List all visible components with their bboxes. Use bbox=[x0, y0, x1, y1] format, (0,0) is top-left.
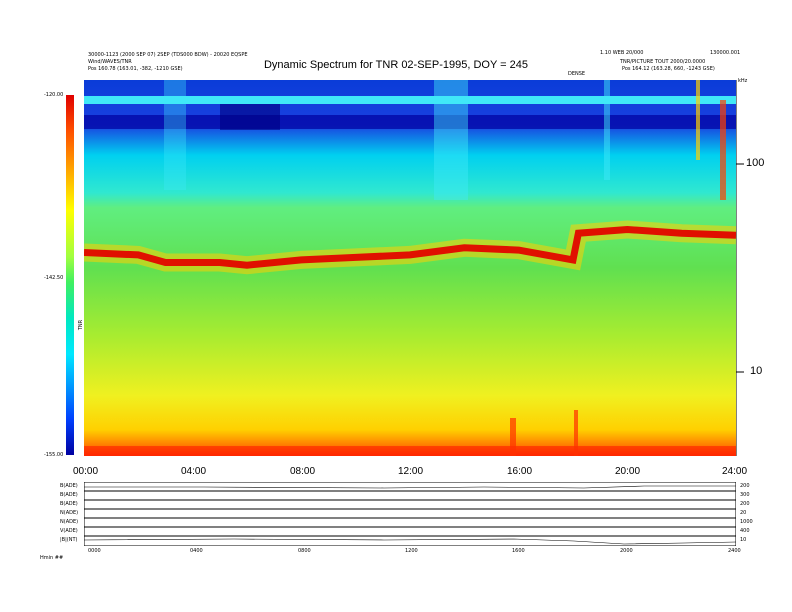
panel-value: 200 bbox=[740, 483, 750, 489]
header-right-line2: TNR/PICTURE TOUT 2000/20.0000 bbox=[620, 59, 706, 65]
colorbar bbox=[66, 95, 74, 455]
x-tick-label: 12:00 bbox=[398, 466, 424, 477]
panel-value: 300 bbox=[740, 492, 750, 498]
parameter-panels bbox=[84, 482, 736, 546]
cyan-band bbox=[84, 96, 736, 104]
panel-value: 20 bbox=[740, 510, 747, 516]
x-tick-label: 00:00 bbox=[73, 466, 99, 477]
panel-label: N(ADE) bbox=[60, 519, 79, 525]
header-right-line1: 1.10 WEB 20/000 bbox=[600, 50, 644, 56]
header-small-mark: DENSE bbox=[568, 71, 586, 77]
y-axis-ticks bbox=[736, 80, 744, 456]
panel-label: B(ADE) bbox=[60, 501, 78, 507]
panel-label: B(ADE) bbox=[60, 492, 78, 498]
colorbar-tick: -155.00 bbox=[44, 452, 64, 458]
panel-label: B(ADE) bbox=[60, 483, 78, 489]
panel-x-tick: 0400 bbox=[190, 548, 203, 554]
emission-streak bbox=[434, 80, 468, 200]
emission-streak bbox=[696, 80, 700, 160]
bottom-red-band bbox=[84, 446, 736, 456]
x-tick-label: 16:00 bbox=[507, 466, 533, 477]
header-left-line3: Pos 160.78 (163.01, -382, -1210 GSE) bbox=[88, 66, 183, 72]
x-tick-label: 04:00 bbox=[181, 466, 207, 477]
emission-streak bbox=[164, 80, 186, 190]
panel-x-tick: 2000 bbox=[620, 548, 633, 554]
corner-unit-label: kHz bbox=[738, 78, 748, 84]
panel-value: 400 bbox=[740, 528, 750, 534]
y-tick-label: 10 bbox=[750, 365, 763, 377]
header-left-line1: 30000-1123 (2000 SEP 07) 2SEP (TDS000 BD… bbox=[88, 52, 248, 58]
bottom-emission bbox=[510, 418, 516, 456]
x-tick-label: 20:00 bbox=[615, 466, 641, 477]
panel-label: N(ADE) bbox=[60, 510, 79, 516]
panel-value: 10 bbox=[740, 537, 747, 543]
panel-value: 1000 bbox=[740, 519, 753, 525]
plasma-line bbox=[84, 225, 736, 269]
emission-streak bbox=[720, 100, 726, 200]
dark-patch bbox=[220, 104, 280, 130]
x-tick-label: 08:00 bbox=[290, 466, 316, 477]
panel-label: V(ADE) bbox=[60, 528, 78, 534]
panel-x-tick: 1200 bbox=[405, 548, 418, 554]
x-tick-label: 24:00 bbox=[722, 466, 748, 477]
panel-x-tick: 2400 bbox=[728, 548, 741, 554]
panel-x-tick: 0800 bbox=[298, 548, 311, 554]
header-right-corner: 130000.001 bbox=[710, 50, 741, 56]
emission-streak bbox=[604, 80, 610, 180]
header-right-line3: Pos 164.12 (163.28, 660, -1243 GSE) bbox=[622, 66, 715, 72]
panel-x-tick: 1600 bbox=[512, 548, 525, 554]
spectrogram-plot bbox=[84, 80, 736, 456]
panel-label: |B|(NT) bbox=[60, 537, 78, 543]
panel-value: 200 bbox=[740, 501, 750, 507]
panel-x-tick: 0000 bbox=[88, 548, 101, 554]
header-left-line2: Wind/WAVES/TNR bbox=[88, 59, 132, 65]
chart-title: Dynamic Spectrum for TNR 02-SEP-1995, DO… bbox=[263, 59, 528, 71]
y-tick-label: 100 bbox=[746, 157, 765, 169]
bottom-emission bbox=[574, 410, 578, 456]
colorbar-tick: -142.50 bbox=[44, 275, 64, 281]
panel-bottom-label: Hmin ## bbox=[40, 555, 64, 561]
colorbar-tick: -120.00 bbox=[44, 92, 64, 98]
